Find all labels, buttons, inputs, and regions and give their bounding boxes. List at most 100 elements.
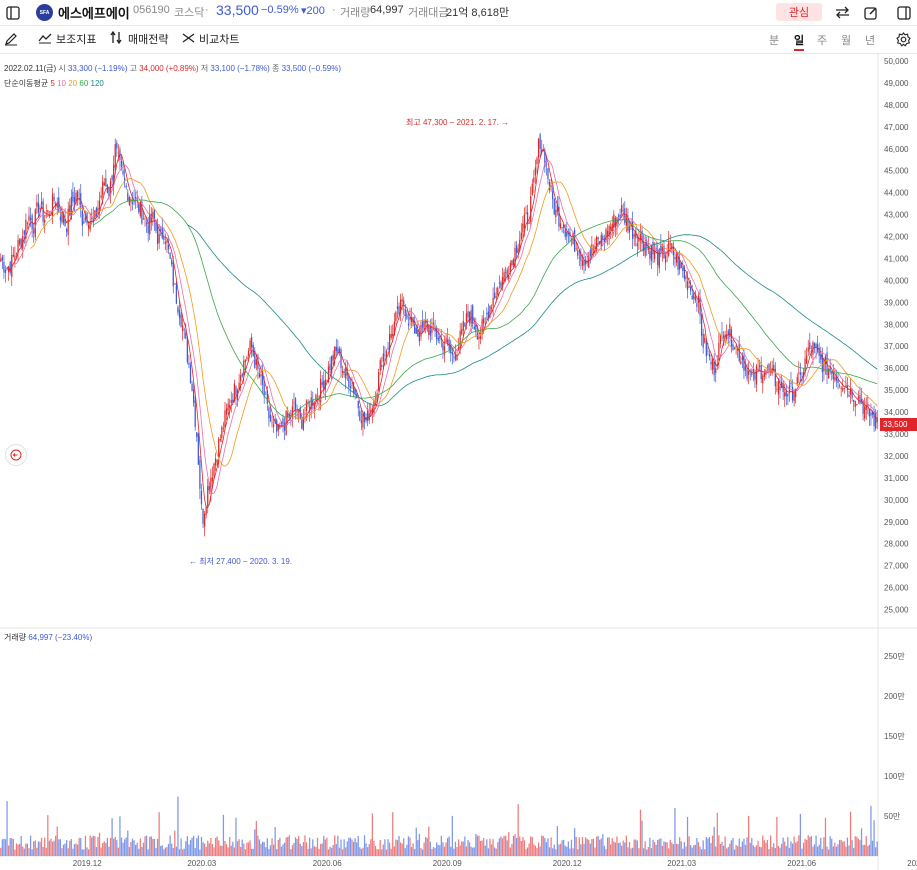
candle-body [834, 376, 836, 381]
candle-body [193, 389, 195, 403]
candle-body [501, 276, 504, 287]
candle-body [398, 306, 400, 314]
volume-bar [272, 844, 275, 856]
compare-button[interactable]: 비교차트 [182, 31, 239, 47]
strategy-button[interactable]: 매매전략 [110, 30, 168, 47]
volume-bar [335, 844, 337, 856]
candle-body [356, 394, 358, 399]
ma-label: 단순이동평균 [4, 79, 49, 88]
candle-body [131, 202, 134, 204]
ma-line-20 [30, 178, 878, 467]
candle-body [823, 359, 825, 372]
candle-body [78, 198, 80, 201]
volume-bar [307, 848, 309, 856]
candle-body [608, 226, 610, 237]
volume-bar [55, 835, 57, 856]
volume-bar [193, 835, 195, 856]
candle-body [345, 367, 347, 379]
collapse-panel-button[interactable] [5, 444, 27, 466]
indicators-button[interactable]: 보조지표 [38, 31, 96, 47]
candle-body [592, 248, 595, 250]
candle-body [310, 397, 312, 410]
candle-body [302, 419, 305, 430]
volume-bar [324, 839, 326, 856]
volume-bar [283, 842, 286, 856]
candle-body [544, 150, 546, 168]
candle-body [713, 362, 715, 376]
period-year-tab[interactable]: 년 [865, 35, 876, 47]
volume-bar [555, 849, 557, 856]
candle-body [197, 433, 199, 465]
price-chart[interactable]: 50,000 49,000 48,000 47,000 46,000 45,000 44,0… [0, 54, 917, 870]
candle-body [44, 220, 46, 223]
candle-body [718, 343, 720, 361]
candle-body [211, 477, 214, 482]
volume-bar [163, 849, 165, 856]
candle-body [341, 370, 344, 374]
candle-body [679, 260, 681, 270]
candle-body [255, 359, 257, 365]
candle-body [505, 272, 507, 274]
volume-bar [558, 844, 560, 856]
volume-bar [567, 841, 569, 856]
candle-body [509, 263, 511, 273]
candle-body [553, 199, 555, 215]
candle-body [20, 238, 22, 248]
candle-body [47, 209, 49, 212]
candle-body [763, 372, 765, 377]
candle-body [272, 424, 275, 427]
gear-icon[interactable] [895, 31, 912, 48]
volume-bar [384, 839, 386, 856]
ma-20: 20 [68, 79, 78, 88]
candle-body [23, 230, 25, 235]
volume-bar [443, 846, 446, 856]
volume-bar [321, 843, 323, 856]
volume-bar [363, 835, 366, 856]
candle-body [287, 412, 289, 418]
volume-bar [327, 849, 330, 856]
candle-body [804, 358, 806, 373]
volume-bar [831, 838, 833, 856]
volume-bar [672, 844, 675, 856]
volume-bar [820, 837, 822, 856]
volume-bar [815, 835, 817, 856]
price-tick-label: 39,000 [884, 298, 909, 307]
volume-bar [859, 840, 861, 856]
candle-body [530, 196, 532, 222]
edit-icon[interactable] [862, 4, 879, 21]
candle-body [663, 245, 665, 259]
volume-bar [105, 842, 107, 856]
period-minute-tab[interactable]: 분 [769, 35, 780, 47]
candle-body [152, 212, 154, 219]
ma-legend[interactable]: 단순이동평균 5 10 20 60 120 [4, 78, 104, 89]
price-tick-label: 34,000 [884, 408, 909, 417]
favorite-button[interactable]: 관심 [776, 3, 822, 21]
sidebar-toggle-icon[interactable] [4, 4, 21, 21]
volume-legend-label: 거래량 [4, 633, 27, 642]
volume-bar [854, 836, 856, 856]
volume-bar [374, 845, 377, 856]
volume-bar [451, 815, 453, 856]
candle-body [177, 307, 179, 313]
volume-bar [42, 847, 44, 856]
candle-body [417, 329, 419, 337]
volume-bar [352, 841, 355, 856]
period-week-tab[interactable]: 주 [817, 35, 828, 47]
indicators-label: 보조지표 [56, 34, 97, 46]
volume-bar [744, 844, 747, 856]
volume-bar [136, 842, 138, 856]
candle-body [92, 217, 94, 223]
swap-icon[interactable] [834, 4, 851, 21]
candle-body [418, 332, 421, 342]
volume-bar [768, 849, 770, 856]
pen-icon[interactable] [3, 31, 19, 47]
volume-bar [487, 848, 490, 856]
volume-bar [461, 841, 463, 856]
volume-bar [677, 844, 679, 856]
sidebar-toggle-icon[interactable] [895, 4, 912, 21]
volume-bar [530, 836, 532, 856]
candle-body [487, 311, 490, 319]
period-month-tab[interactable]: 월 [841, 35, 852, 47]
candle-body [531, 183, 533, 195]
period-day-tab[interactable]: 일 [794, 35, 805, 47]
